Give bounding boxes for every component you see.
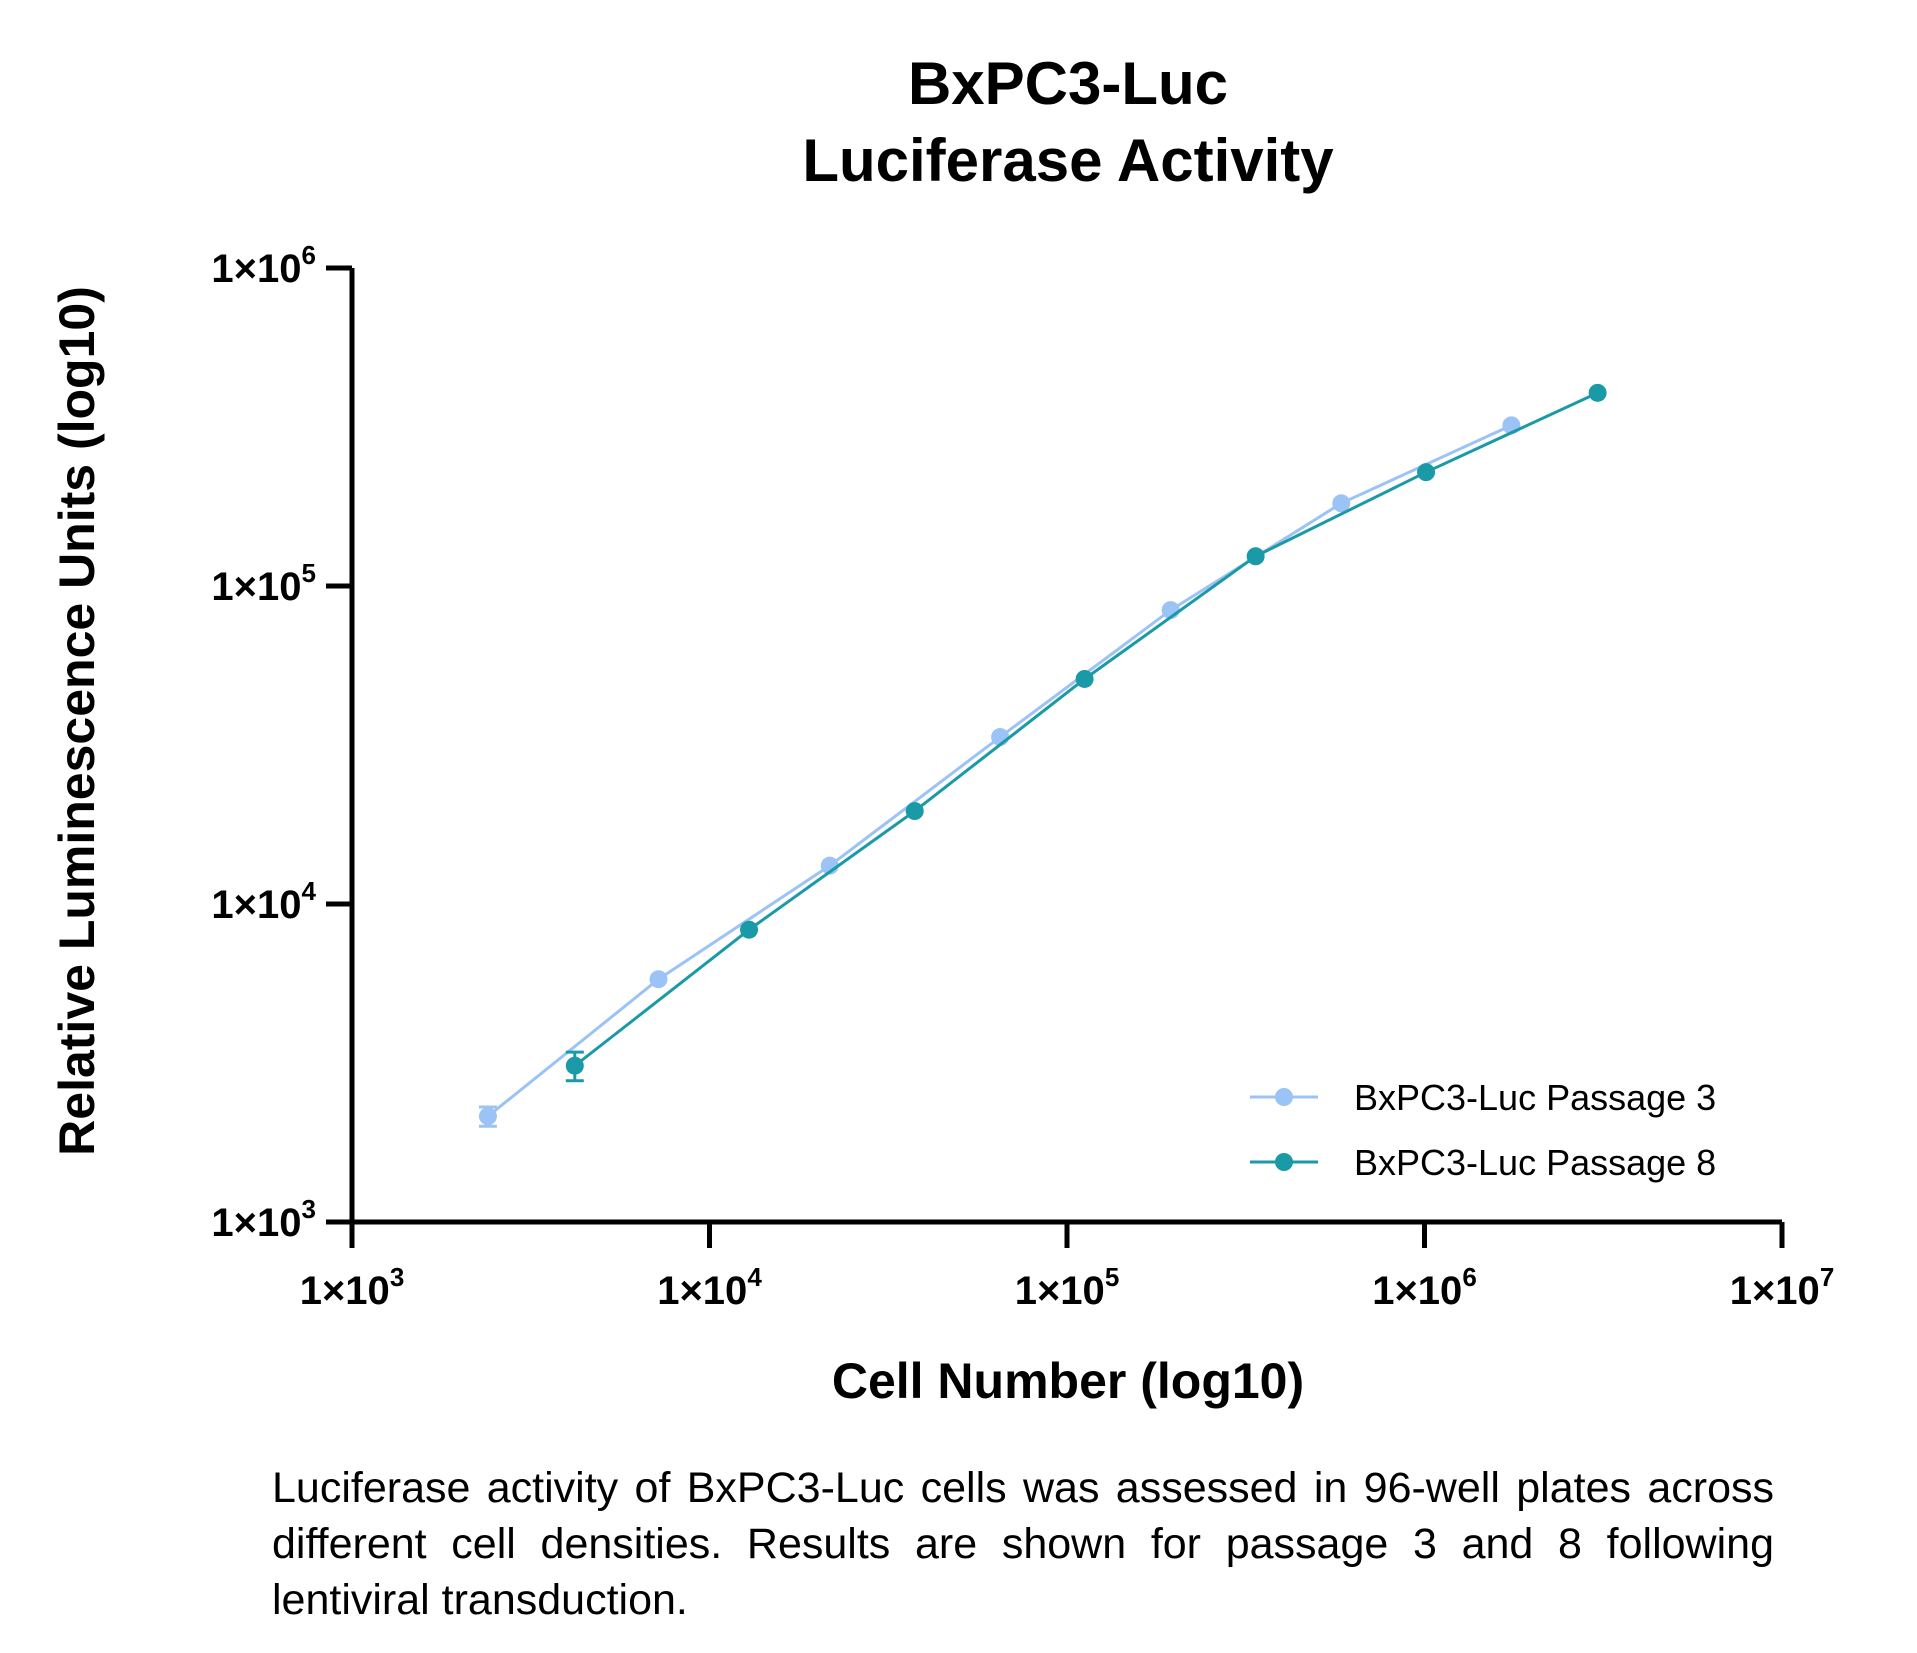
y-tick-label: 1×106 bbox=[211, 240, 316, 291]
y-tick-exponent: 6 bbox=[302, 240, 316, 270]
x-axis-label: Cell Number (log10) bbox=[832, 1353, 1304, 1409]
data-point bbox=[1332, 494, 1351, 513]
data-point bbox=[1075, 669, 1094, 688]
y-tick-base: 1×10 bbox=[211, 1201, 301, 1245]
x-tick-base: 1×10 bbox=[1372, 1269, 1462, 1313]
x-tick-base: 1×10 bbox=[1015, 1269, 1105, 1313]
y-axis-label: Relative Luminescence Units (log10) bbox=[49, 286, 105, 1156]
series-1 bbox=[478, 416, 1521, 1128]
y-tick-exponent: 4 bbox=[302, 876, 317, 906]
y-tick-base: 1×10 bbox=[211, 565, 301, 609]
x-tick-label: 1×107 bbox=[1730, 1262, 1835, 1313]
legend: BxPC3-Luc Passage 3 BxPC3-Luc Passage 8 bbox=[1250, 1077, 1716, 1183]
chart-title: BxPC3-Luc Luciferase Activity bbox=[802, 50, 1334, 194]
x-tick-exponent: 5 bbox=[1105, 1262, 1119, 1292]
y-tick-label: 1×105 bbox=[211, 558, 316, 609]
y-tick-label: 1×103 bbox=[211, 1194, 316, 1245]
plot-area bbox=[478, 383, 1607, 1128]
legend-marker bbox=[1275, 1153, 1293, 1171]
x-tick-label: 1×105 bbox=[1015, 1262, 1120, 1313]
x-tick-exponent: 4 bbox=[747, 1262, 762, 1292]
data-point bbox=[1246, 547, 1265, 566]
chart-title-line: Luciferase Activity bbox=[802, 127, 1334, 194]
data-point bbox=[905, 802, 924, 821]
y-tick-base: 1×10 bbox=[211, 883, 301, 927]
x-tick-exponent: 3 bbox=[390, 1262, 404, 1292]
series-2 bbox=[565, 383, 1607, 1083]
data-point bbox=[740, 920, 759, 939]
y-tick-exponent: 3 bbox=[302, 1194, 316, 1224]
x-tick-label: 1×103 bbox=[300, 1262, 405, 1313]
data-point bbox=[1417, 463, 1436, 482]
chart-title-line: BxPC3-Luc bbox=[908, 50, 1228, 117]
data-point bbox=[565, 1056, 584, 1075]
x-tick-label: 1×104 bbox=[657, 1262, 762, 1313]
legend-marker bbox=[1275, 1088, 1293, 1106]
legend-item: BxPC3-Luc Passage 8 bbox=[1250, 1142, 1716, 1183]
series-line bbox=[573, 391, 1599, 1067]
legend-item: BxPC3-Luc Passage 3 bbox=[1250, 1077, 1716, 1118]
x-tick-exponent: 6 bbox=[1462, 1262, 1476, 1292]
figure-caption: Luciferase activity of BxPC3-Luc cells w… bbox=[272, 1464, 1774, 1624]
y-tick-exponent: 5 bbox=[302, 558, 316, 588]
data-point bbox=[1588, 383, 1607, 402]
data-point bbox=[478, 1107, 497, 1126]
legend-label: BxPC3-Luc Passage 8 bbox=[1354, 1142, 1716, 1183]
x-tick-base: 1×10 bbox=[657, 1269, 747, 1313]
data-point bbox=[649, 970, 668, 989]
x-tick-label: 1×106 bbox=[1372, 1262, 1477, 1313]
x-axis-ticks: 1×103 1×104 1×105 1×106 1×107 bbox=[300, 1222, 1835, 1313]
y-tick-base: 1×10 bbox=[211, 247, 301, 291]
y-tick-label: 1×104 bbox=[211, 876, 316, 927]
x-tick-base: 1×10 bbox=[1730, 1269, 1820, 1313]
legend-label: BxPC3-Luc Passage 3 bbox=[1354, 1077, 1716, 1118]
x-tick-base: 1×10 bbox=[300, 1269, 390, 1313]
x-tick-exponent: 7 bbox=[1820, 1262, 1834, 1292]
